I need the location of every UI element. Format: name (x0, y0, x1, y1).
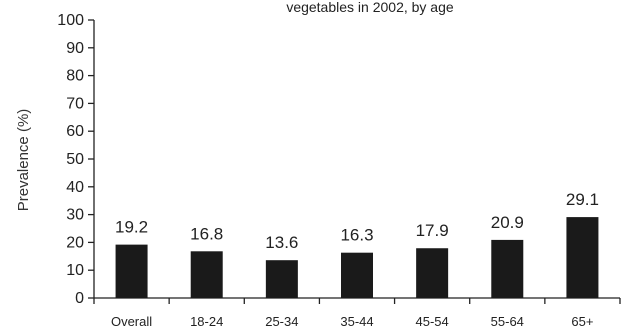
bar-value-label: 17.9 (416, 221, 449, 240)
bar-value-label: 19.2 (115, 218, 148, 237)
chart-title: vegetables in 2002, by age (286, 0, 454, 15)
bar (491, 239, 524, 298)
x-tick-label: 35-44 (340, 314, 373, 329)
y-tick-label: 70 (66, 95, 84, 112)
y-tick-label: 0 (75, 290, 84, 307)
y-tick-label: 10 (66, 262, 84, 279)
bar-value-label: 16.8 (190, 224, 223, 243)
bar (341, 252, 373, 298)
bar-value-label: 13.6 (265, 233, 298, 252)
bar (416, 248, 449, 298)
y-axis-label: Prevalence (%) (15, 109, 32, 212)
y-tick-label: 20 (66, 234, 84, 251)
y-tick-label: 90 (66, 40, 84, 57)
y-tick-label: 100 (57, 12, 84, 29)
axes: 0 10 20 30 40 50 60 70 80 90 100 (57, 12, 621, 307)
bar-value-label: 16.3 (340, 226, 373, 245)
bar (190, 251, 223, 298)
x-tick-label: Overall (111, 314, 152, 329)
y-tick-label: 50 (66, 151, 84, 168)
x-tick-label: 55-64 (491, 314, 524, 329)
bar-value-label: 20.9 (491, 213, 524, 232)
bar (265, 260, 298, 298)
bar (115, 244, 148, 298)
y-tick-label: 80 (66, 68, 84, 85)
x-tick-label: 65+ (571, 314, 593, 329)
bar (566, 217, 599, 298)
x-tick-label: 25-34 (265, 314, 298, 329)
x-tick-label: 45-54 (416, 314, 449, 329)
x-tick-label: 18-24 (190, 314, 223, 329)
y-tick-label: 30 (66, 207, 84, 224)
bars: 19.2 Overall 16.8 18-24 13.6 25-34 16.3 35-44 17… (111, 190, 599, 329)
bar-value-label: 29.1 (566, 190, 599, 209)
y-tick-label: 60 (66, 123, 84, 140)
y-tick-label: 40 (66, 179, 84, 196)
